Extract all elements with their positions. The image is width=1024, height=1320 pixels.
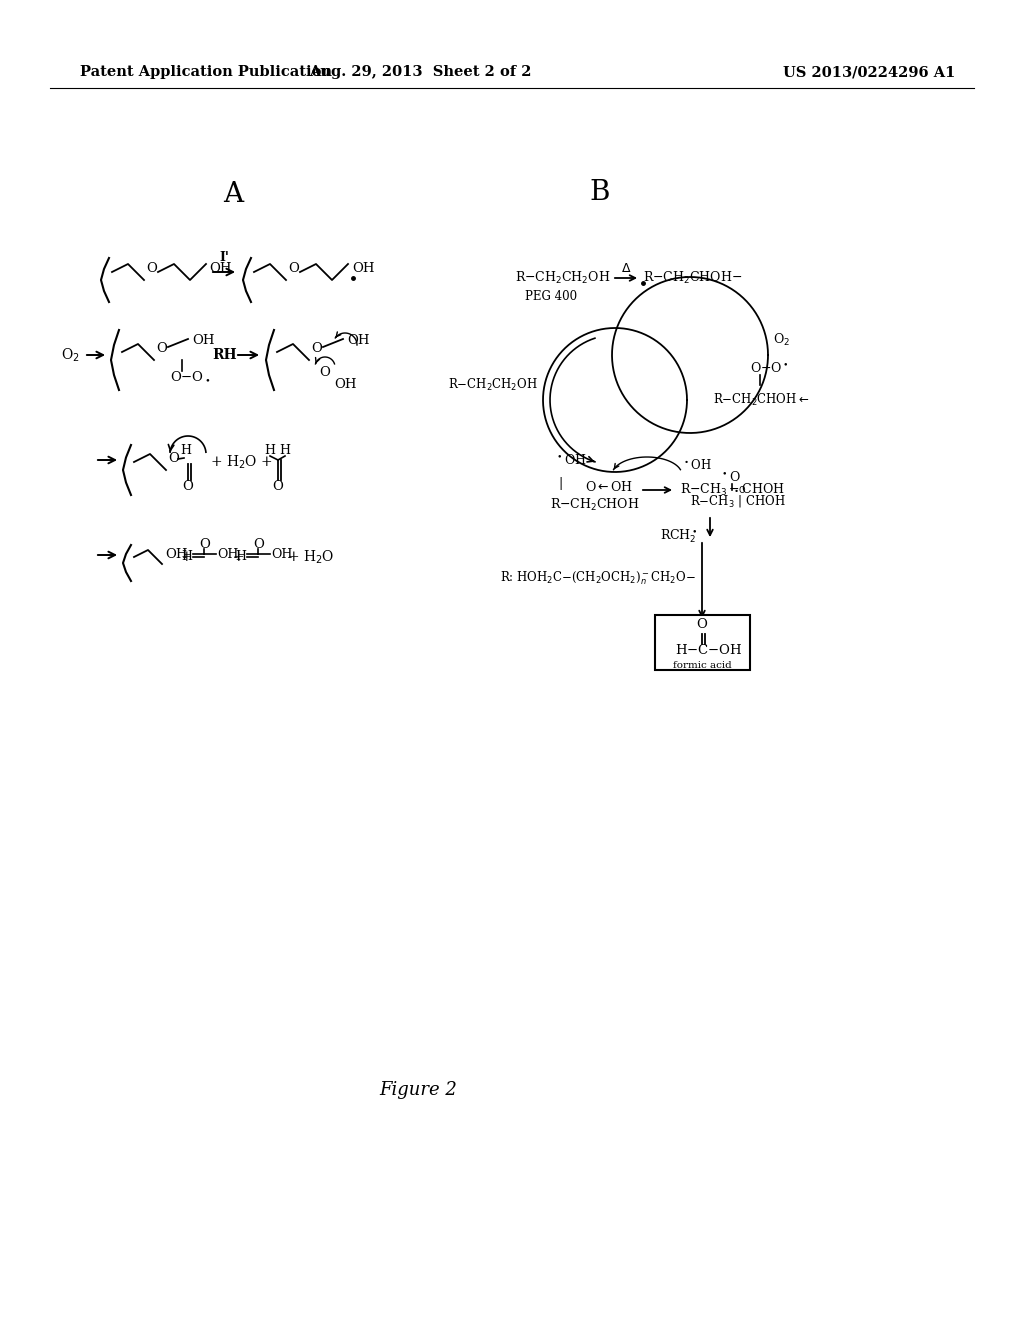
Text: OH: OH bbox=[209, 263, 231, 276]
Text: H: H bbox=[181, 550, 193, 564]
Text: R$-$CH$_2$CHOH$-$: R$-$CH$_2$CHOH$-$ bbox=[643, 271, 742, 286]
Text: O: O bbox=[156, 342, 167, 355]
Text: + H$_2$O: + H$_2$O bbox=[287, 548, 335, 566]
Text: H: H bbox=[280, 444, 291, 457]
Text: I': I' bbox=[219, 251, 229, 264]
Text: $\Delta$: $\Delta$ bbox=[621, 261, 631, 275]
Text: OH: OH bbox=[165, 548, 187, 561]
Text: O$-$O$_\bullet$: O$-$O$_\bullet$ bbox=[170, 371, 211, 384]
Text: $^\bullet$OH: $^\bullet$OH bbox=[555, 453, 587, 467]
Text: formic acid: formic acid bbox=[673, 660, 731, 669]
Text: +: + bbox=[180, 550, 191, 564]
Text: O: O bbox=[254, 539, 264, 552]
Text: OH: OH bbox=[334, 379, 356, 392]
Text: O: O bbox=[319, 367, 331, 380]
Text: O$_2$: O$_2$ bbox=[61, 346, 80, 364]
Text: + H$_2$O +: + H$_2$O + bbox=[210, 453, 272, 471]
Text: H: H bbox=[180, 444, 191, 457]
Text: R$-$CH$_2$CH$_2$OH: R$-$CH$_2$CH$_2$OH bbox=[515, 271, 610, 286]
Text: OH: OH bbox=[352, 261, 375, 275]
Text: Patent Application Publication: Patent Application Publication bbox=[80, 65, 332, 79]
Text: PEG 400: PEG 400 bbox=[525, 289, 578, 302]
Text: O$_2$: O$_2$ bbox=[773, 331, 790, 348]
Text: H$-$C$-$OH: H$-$C$-$OH bbox=[675, 643, 742, 657]
Text: R$-$CH$_3-$CHOH: R$-$CH$_3-$CHOH bbox=[680, 482, 784, 498]
Text: R$-$CH$_2$CHOH$\leftarrow$: R$-$CH$_2$CHOH$\leftarrow$ bbox=[713, 392, 809, 408]
Text: A: A bbox=[223, 181, 243, 209]
Text: US 2013/0224296 A1: US 2013/0224296 A1 bbox=[782, 65, 955, 79]
Text: O: O bbox=[288, 263, 299, 276]
Text: O$\leftarrow$OH: O$\leftarrow$OH bbox=[585, 480, 633, 494]
Text: O: O bbox=[168, 453, 179, 466]
Text: H: H bbox=[236, 550, 247, 564]
Text: R$-$CH$_3$$\overset{\bullet\text{O}}{|}$CHOH: R$-$CH$_3$$\overset{\bullet\text{O}}{|}$… bbox=[690, 484, 785, 510]
Text: O: O bbox=[182, 480, 194, 494]
Text: Aug. 29, 2013  Sheet 2 of 2: Aug. 29, 2013 Sheet 2 of 2 bbox=[309, 65, 531, 79]
Text: RCH$_2^\bullet$: RCH$_2^\bullet$ bbox=[660, 527, 697, 545]
Text: OH: OH bbox=[217, 548, 239, 561]
Text: R$-$CH$_2$CH$_2$OH: R$-$CH$_2$CH$_2$OH bbox=[449, 378, 538, 393]
Bar bbox=[655, 615, 750, 671]
Text: H: H bbox=[264, 444, 275, 457]
Text: R$-$CH$_2$CHOH: R$-$CH$_2$CHOH bbox=[550, 496, 639, 513]
Text: OH: OH bbox=[347, 334, 370, 346]
Text: B: B bbox=[590, 178, 610, 206]
Text: OH: OH bbox=[271, 548, 293, 561]
Text: RH: RH bbox=[213, 348, 238, 362]
Text: OH: OH bbox=[193, 334, 214, 346]
Text: O: O bbox=[272, 480, 284, 494]
Text: |: | bbox=[558, 478, 562, 491]
Text: +: + bbox=[233, 550, 245, 564]
Text: O: O bbox=[311, 342, 322, 355]
Text: O: O bbox=[146, 263, 157, 276]
Text: R: HOH$_2$C$-$(CH$_2$OCH$_2$)$_n^-$CH$_2$O$-$: R: HOH$_2$C$-$(CH$_2$OCH$_2$)$_n^-$CH$_2… bbox=[500, 569, 695, 587]
Text: O: O bbox=[696, 619, 708, 631]
Text: O$-$O$^\bullet$: O$-$O$^\bullet$ bbox=[750, 360, 788, 375]
Text: $^\bullet$OH: $^\bullet$OH bbox=[682, 458, 712, 473]
Text: O: O bbox=[200, 539, 211, 552]
Text: $^\bullet$O: $^\bullet$O bbox=[720, 470, 740, 484]
Text: Figure 2: Figure 2 bbox=[379, 1081, 457, 1100]
